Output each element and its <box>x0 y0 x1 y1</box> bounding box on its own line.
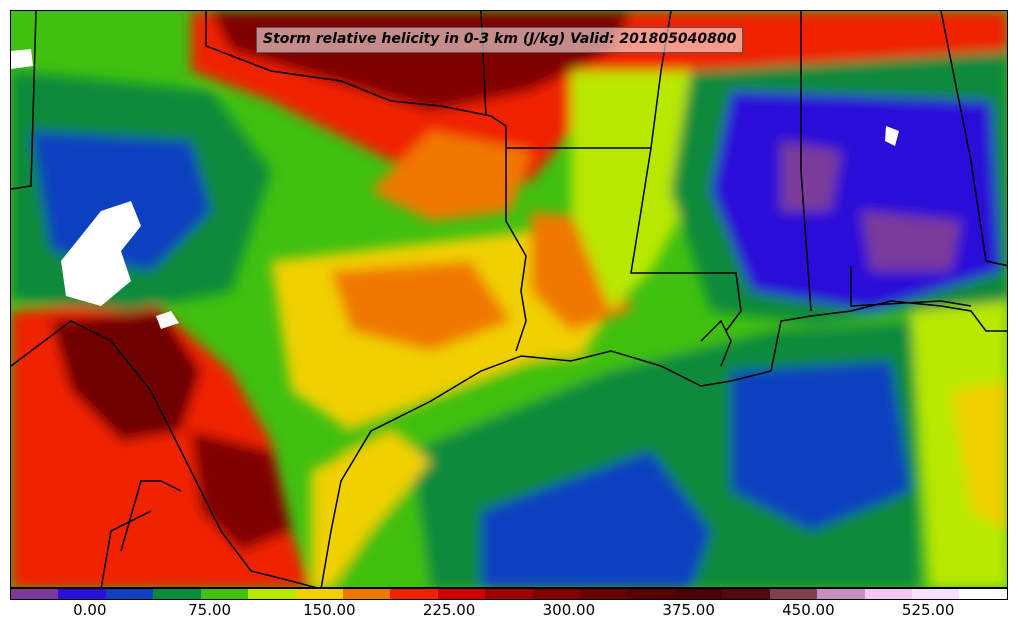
colorbar-segment-18 <box>864 589 913 599</box>
colorbar-ticks: 0.00 75.00 150.00 225.00 300.00 375.00 450.00 5… <box>10 601 1008 631</box>
colorbar-segment-13 <box>627 589 675 599</box>
map-title: Storm relative helicity in 0-3 km (J/kg)… <box>256 27 744 53</box>
gulf-blue-zone-east <box>731 361 911 531</box>
west-maroon-zone <box>51 311 201 441</box>
colorbar-segment-7 <box>342 589 391 599</box>
colorbar-segment-6 <box>295 589 343 599</box>
colorbar-tick-label: 450.00 <box>782 601 835 619</box>
colorbar-tick-label: 525.00 <box>901 601 955 619</box>
east-purple-zone-1 <box>781 141 841 211</box>
state-line-nm-west <box>11 11 37 190</box>
coastal-yellow-zone <box>311 431 431 587</box>
state-line-tx-la-ar <box>505 126 527 352</box>
colorbar <box>10 588 1008 600</box>
colorbar-segment-10 <box>485 589 533 599</box>
central-orange-zone <box>331 261 511 351</box>
white-blob-ne <box>885 126 899 146</box>
map-panel: Storm relative helicity in 0-3 km (J/kg)… <box>10 10 1008 588</box>
coastline-ms-delta <box>700 319 732 367</box>
white-blob-nw-corner <box>11 49 33 69</box>
colorbar-segment-11 <box>532 589 581 599</box>
state-line-la-ms <box>630 147 742 332</box>
coastline-tx-la <box>320 300 1007 587</box>
colorbar-segment-20 <box>959 589 1007 599</box>
helicity-map <box>11 11 1007 587</box>
colorbar-segment-8 <box>390 589 438 599</box>
mx-inner-line-2 <box>100 510 152 587</box>
colorbar-segment-17 <box>817 589 865 599</box>
colorbar-segment-15 <box>722 589 770 599</box>
gulf-blue-zone-west <box>481 451 711 587</box>
colorbar-tick-label: 75.00 <box>188 601 232 619</box>
boundary-lines <box>11 11 1007 587</box>
white-blob-large <box>61 201 141 306</box>
colorbar-segment-19 <box>912 589 960 599</box>
east-purple-zone-2 <box>861 211 961 271</box>
colorbar-segment-5 <box>248 589 296 599</box>
state-line-ms-al <box>800 11 812 312</box>
colorbar-segment-2 <box>105 589 154 599</box>
east-yellow-zone <box>951 381 1007 530</box>
colorbar-tick-label: 225.00 <box>422 601 476 619</box>
north-orange-zone <box>371 131 531 221</box>
state-line-tx-ok <box>205 11 507 127</box>
colorbar-segment-1 <box>58 589 106 599</box>
colorbar-segment-14 <box>674 589 723 599</box>
colorbar-segment-16 <box>769 589 818 599</box>
colorbar-segment-0 <box>11 589 59 599</box>
state-line-al-fl <box>850 266 972 307</box>
colorbar-segment-12 <box>580 589 628 599</box>
state-line-al-ga-east <box>940 11 1007 267</box>
white-blob-small <box>156 311 179 329</box>
colorbar-tick-label: 150.00 <box>303 601 356 619</box>
colorbar-tick-label: 0.00 <box>73 601 107 619</box>
east-blue-zone <box>711 91 1001 311</box>
colorbar-segment-4 <box>200 589 249 599</box>
mx-inner-line <box>120 480 182 552</box>
helicity-field <box>11 11 1007 587</box>
colorbar-tick-label: 375.00 <box>662 601 715 619</box>
state-line-mx-border <box>11 320 317 587</box>
colorbar-tick-label: 300.00 <box>542 601 596 619</box>
colorbar-segment-3 <box>153 589 201 599</box>
colorbar-segment-9 <box>437 589 486 599</box>
northwest-blue-zone <box>31 131 211 271</box>
